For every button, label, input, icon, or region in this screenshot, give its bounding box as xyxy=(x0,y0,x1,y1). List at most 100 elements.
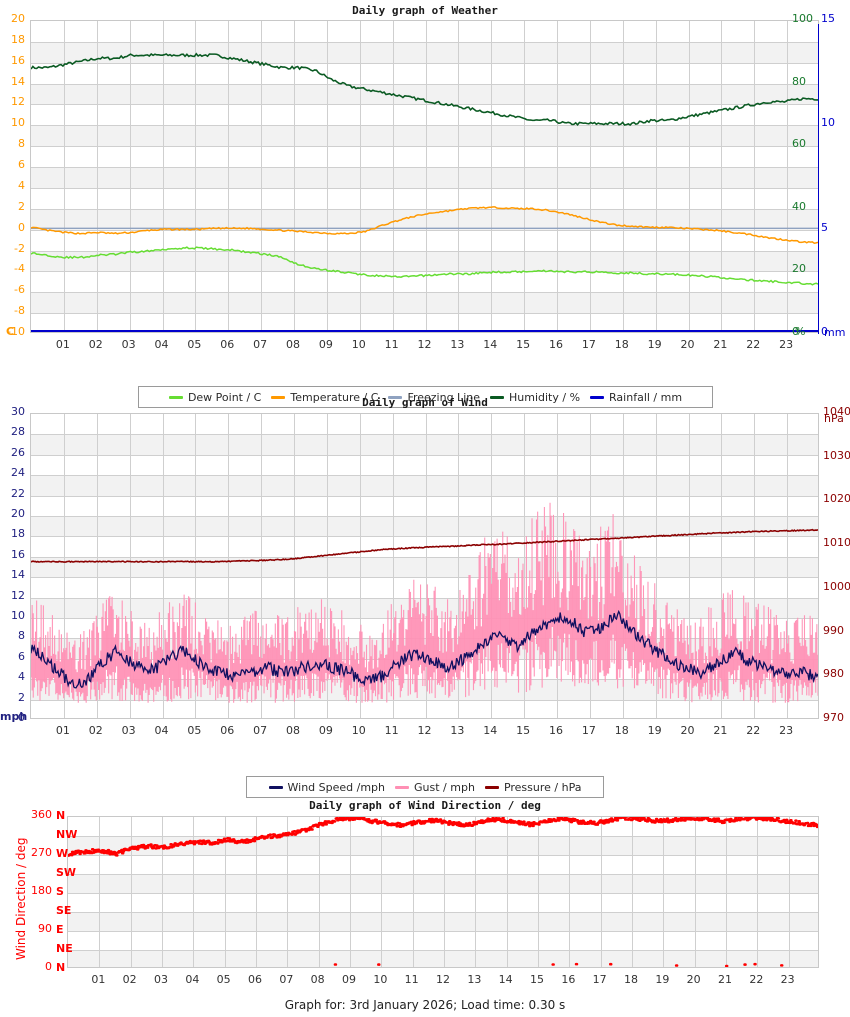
axis-tick-label: 6 xyxy=(18,158,25,172)
axis-tick-label: 12 xyxy=(11,588,25,602)
axis-tick-label: 6 xyxy=(18,649,25,663)
grid-line-vertical xyxy=(656,21,657,332)
x-axis-tick-label: 17 xyxy=(581,724,596,737)
grid-line-vertical xyxy=(590,21,591,332)
axis-tick-label: 8 xyxy=(18,629,25,643)
axis-tick-label: 5 xyxy=(821,220,828,234)
x-axis-tick-label: 03 xyxy=(121,338,136,351)
axis-tick-label: 14 xyxy=(11,568,25,582)
wind-legend: Wind Speed /mph Gust / mph Pressure / hPa xyxy=(246,776,604,798)
grid-line-vertical xyxy=(557,21,558,332)
axis-tick-label: 20 xyxy=(11,507,25,520)
axis-tick-label: 0 xyxy=(18,711,25,724)
compass-label: N xyxy=(56,809,66,822)
grid-line-vertical xyxy=(754,21,755,332)
axis-tick-label: 0 xyxy=(45,960,52,973)
axis-tick-label: 90 xyxy=(38,922,52,935)
weather-plot-bands xyxy=(31,21,818,332)
x-axis-tick-label: 02 xyxy=(122,973,137,986)
plot-band xyxy=(31,84,818,104)
grid-line-vertical xyxy=(130,21,131,332)
footer-caption: Graph for: 3rd January 2026; Load time: … xyxy=(284,998,566,1012)
axis-tick-label: 1000 xyxy=(823,579,850,593)
grid-line-vertical xyxy=(491,21,492,332)
grid-line-vertical xyxy=(360,414,361,718)
grid-line-horizontal xyxy=(31,434,818,435)
legend-label: Temperature / C xyxy=(290,390,379,404)
grid-line-horizontal xyxy=(68,950,818,951)
x-axis-tick-label: 16 xyxy=(549,338,563,351)
grid-line-horizontal xyxy=(31,292,818,293)
grid-line-vertical xyxy=(97,21,98,332)
x-axis-tick-label: 10 xyxy=(351,724,366,737)
x-axis-tick-label: 04 xyxy=(185,973,200,986)
x-axis-tick-label: 02 xyxy=(88,724,103,737)
axis-tick-label: 2 xyxy=(18,690,25,704)
grid-line-vertical xyxy=(601,817,602,967)
grid-line-vertical xyxy=(319,817,320,967)
axis-tick-label: -6 xyxy=(14,283,25,297)
grid-line-horizontal xyxy=(31,557,818,558)
x-axis-tick-label: 19 xyxy=(647,338,662,351)
grid-line-vertical xyxy=(726,817,727,967)
x-axis-tick-label: 11 xyxy=(404,973,419,986)
x-axis-tick-label: 23 xyxy=(780,973,795,986)
x-axis-tick-label: 18 xyxy=(614,724,629,737)
x-axis-tick-label: 06 xyxy=(248,973,262,986)
axis-tick-label: 1030 xyxy=(823,448,850,462)
axis-tick-label: 16 xyxy=(11,547,25,561)
compass-label: W xyxy=(56,847,69,860)
x-axis-tick-label: 09 xyxy=(342,973,356,986)
x-axis-tick-label: 18 xyxy=(614,338,629,351)
axis-tick-label: 10 xyxy=(11,609,25,622)
grid-line-horizontal xyxy=(31,618,818,619)
grid-line-horizontal xyxy=(68,912,818,913)
grid-line-vertical xyxy=(130,414,131,718)
compass-label: NE xyxy=(56,942,73,955)
grid-line-vertical xyxy=(787,414,788,718)
grid-line-vertical xyxy=(294,21,295,332)
compass-label: S xyxy=(56,885,64,898)
x-axis-tick-label: 19 xyxy=(655,973,670,986)
grid-line-vertical xyxy=(64,21,65,332)
x-axis-tick-label: 01 xyxy=(55,724,70,737)
axis-tick-label: 80 xyxy=(792,74,806,88)
axis-tick-label: 4 xyxy=(18,670,25,684)
grid-line-horizontal xyxy=(31,209,818,210)
grid-line-vertical xyxy=(444,817,445,967)
x-axis-tick-label: 04 xyxy=(154,338,169,351)
legend-item-1: Temperature / C xyxy=(271,391,378,404)
grid-line-vertical xyxy=(623,21,624,332)
legend-item-4: Rainfall / mm xyxy=(590,391,682,404)
grid-line-vertical xyxy=(228,414,229,718)
x-axis-tick-label: 09 xyxy=(318,724,333,737)
legend-label: Wind Speed /mph xyxy=(287,780,386,794)
weather-chart: Daily graph of Weather 20 18 16 14 12 10 8 6 4 2 0… xyxy=(0,0,850,375)
plot-band xyxy=(31,167,818,188)
plot-band xyxy=(31,434,818,455)
grid-line-vertical xyxy=(64,414,65,718)
legend-item-0: Dew Point / C xyxy=(168,391,261,404)
grid-line-vertical xyxy=(632,817,633,967)
x-axis-tick-label: 05 xyxy=(187,724,202,737)
grid-line-horizontal xyxy=(31,577,818,578)
x-axis-tick-label: 21 xyxy=(713,338,728,351)
wind-direction-plot-area xyxy=(67,816,819,968)
x-axis-tick-label: 01 xyxy=(55,338,70,351)
weather-humidity-axis-caption: % xyxy=(795,325,806,338)
grid-line-vertical xyxy=(261,21,262,332)
weather-legend: Dew Point / C Temperature / C Freezing Lin… xyxy=(138,386,713,408)
legend-label: Humidity / % xyxy=(509,390,581,404)
grid-line-vertical xyxy=(789,817,790,967)
axis-tick-label: 0 xyxy=(18,220,25,234)
wind-chart: Daily graph of Wind 30 28 26 24 22 20 18 16 14 12… xyxy=(0,392,850,772)
grid-line-vertical xyxy=(458,21,459,332)
axis-tick-label: -4 xyxy=(14,262,25,276)
x-axis-tick-label: 12 xyxy=(436,973,450,986)
x-axis-tick-label: 06 xyxy=(220,338,235,351)
grid-line-vertical xyxy=(381,817,382,967)
x-axis-tick-label: 18 xyxy=(624,973,638,986)
grid-line-vertical xyxy=(569,817,570,967)
grid-line-horizontal xyxy=(31,84,818,85)
x-axis-tick-label: 23 xyxy=(779,338,794,351)
